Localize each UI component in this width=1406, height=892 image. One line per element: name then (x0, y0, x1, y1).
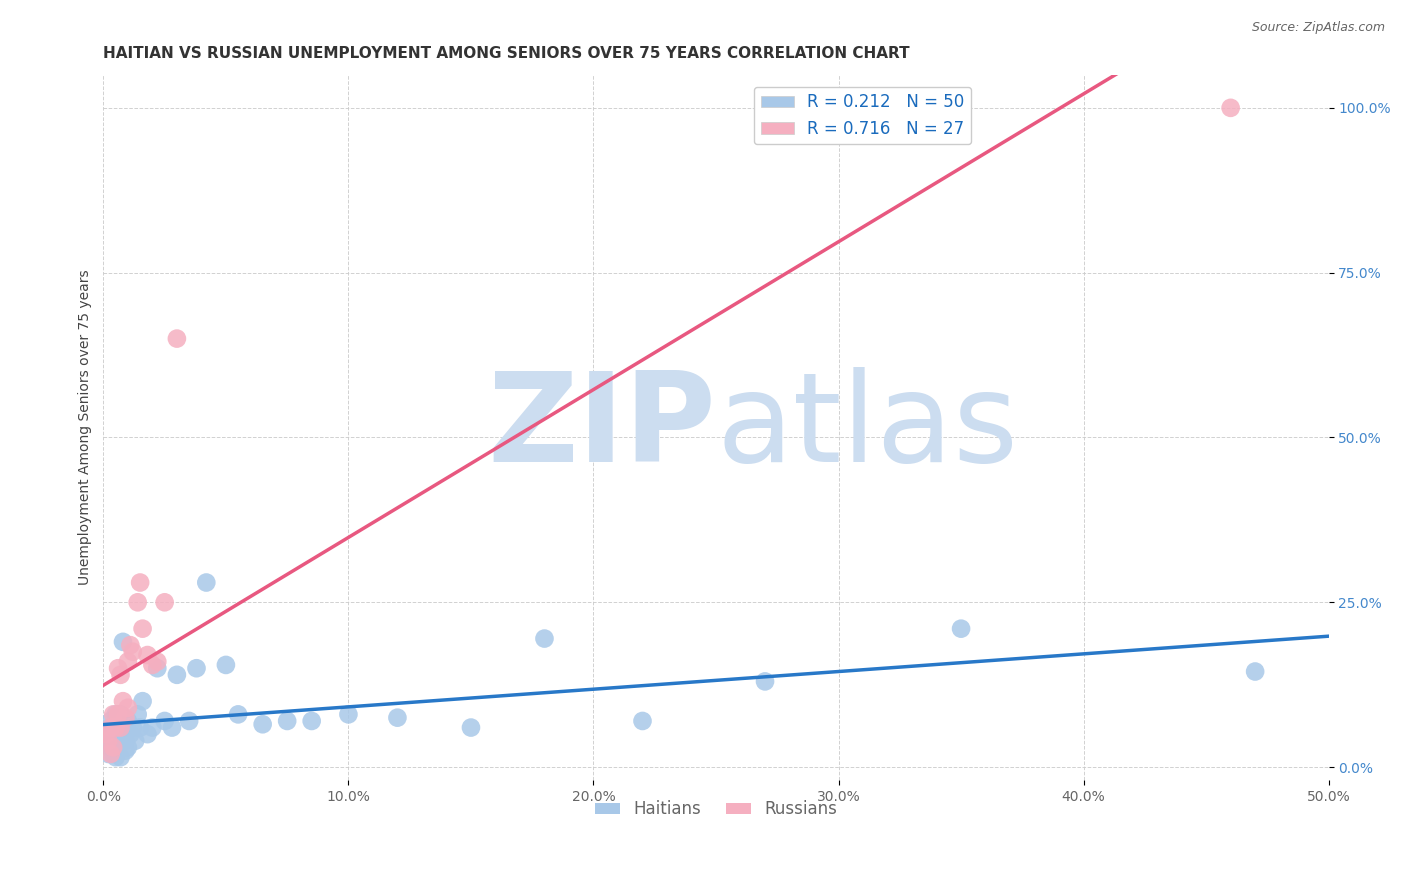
Point (631, 714, 654, 728)
Point (100, 740, 122, 755)
Point (104, 707, 127, 722)
Point (124, 733, 146, 747)
Point (110, 750, 132, 764)
Point (100, 721, 122, 735)
Point (111, 694, 134, 708)
Point (121, 645, 143, 659)
Y-axis label: Unemployment Among Seniors over 75 years: Unemployment Among Seniors over 75 years (79, 269, 93, 585)
Point (195, 575, 218, 590)
Point (103, 727, 125, 741)
Point (107, 661, 129, 675)
Point (103, 740, 125, 755)
Point (136, 727, 159, 741)
Point (276, 714, 298, 728)
Point (1219, 101, 1241, 115)
Point (215, 657, 238, 672)
Point (301, 714, 323, 728)
Point (121, 721, 143, 735)
Point (94, 727, 117, 741)
Point (950, 622, 973, 636)
Point (337, 707, 360, 722)
Point (97, 747, 120, 761)
Point (110, 721, 132, 735)
Point (117, 700, 139, 714)
Point (131, 622, 153, 636)
Point (166, 668, 188, 682)
Point (127, 595, 149, 609)
Point (103, 707, 125, 722)
Point (110, 668, 132, 682)
Point (141, 657, 163, 672)
Point (100, 721, 122, 735)
Point (97, 733, 120, 747)
Point (179, 714, 201, 728)
Point (129, 575, 152, 590)
Point (107, 740, 129, 755)
Point (100, 714, 122, 728)
Point (114, 711, 136, 725)
Point (1244, 665, 1267, 679)
Point (387, 711, 409, 725)
Point (460, 721, 482, 735)
Text: HAITIAN VS RUSSIAN UNEMPLOYMENT AMONG SENIORS OVER 75 YEARS CORRELATION CHART: HAITIAN VS RUSSIAN UNEMPLOYMENT AMONG SE… (104, 46, 910, 62)
Point (103, 747, 125, 761)
Point (852, 101, 875, 115)
Point (100, 747, 122, 761)
Point (136, 648, 159, 662)
Point (120, 638, 142, 652)
Point (127, 707, 149, 722)
Point (117, 655, 139, 669)
Point (141, 721, 163, 735)
Point (107, 707, 129, 722)
Point (111, 721, 134, 735)
Point (114, 744, 136, 758)
Point (107, 721, 129, 735)
Point (226, 707, 249, 722)
Point (754, 674, 776, 689)
Point (110, 733, 132, 747)
Point (146, 655, 169, 669)
Text: Source: ZipAtlas.com: Source: ZipAtlas.com (1251, 21, 1385, 34)
Point (97, 727, 120, 741)
Point (104, 721, 127, 735)
Point (129, 721, 152, 735)
Point (166, 332, 188, 346)
Point (111, 635, 134, 649)
Point (104, 750, 127, 764)
Point (114, 733, 136, 747)
Point (153, 714, 176, 728)
Point (94, 733, 117, 747)
Point (533, 632, 555, 646)
Text: atlas: atlas (716, 368, 1018, 488)
Point (146, 661, 169, 675)
Legend: Haitians, Russians: Haitians, Russians (588, 794, 844, 825)
Point (117, 714, 139, 728)
Point (252, 717, 274, 731)
Point (160, 721, 183, 735)
Point (153, 595, 176, 609)
Point (117, 740, 139, 755)
Point (110, 707, 132, 722)
Point (186, 661, 208, 675)
Text: ZIP: ZIP (488, 368, 716, 488)
Point (104, 733, 127, 747)
Point (120, 727, 142, 741)
Point (131, 694, 153, 708)
